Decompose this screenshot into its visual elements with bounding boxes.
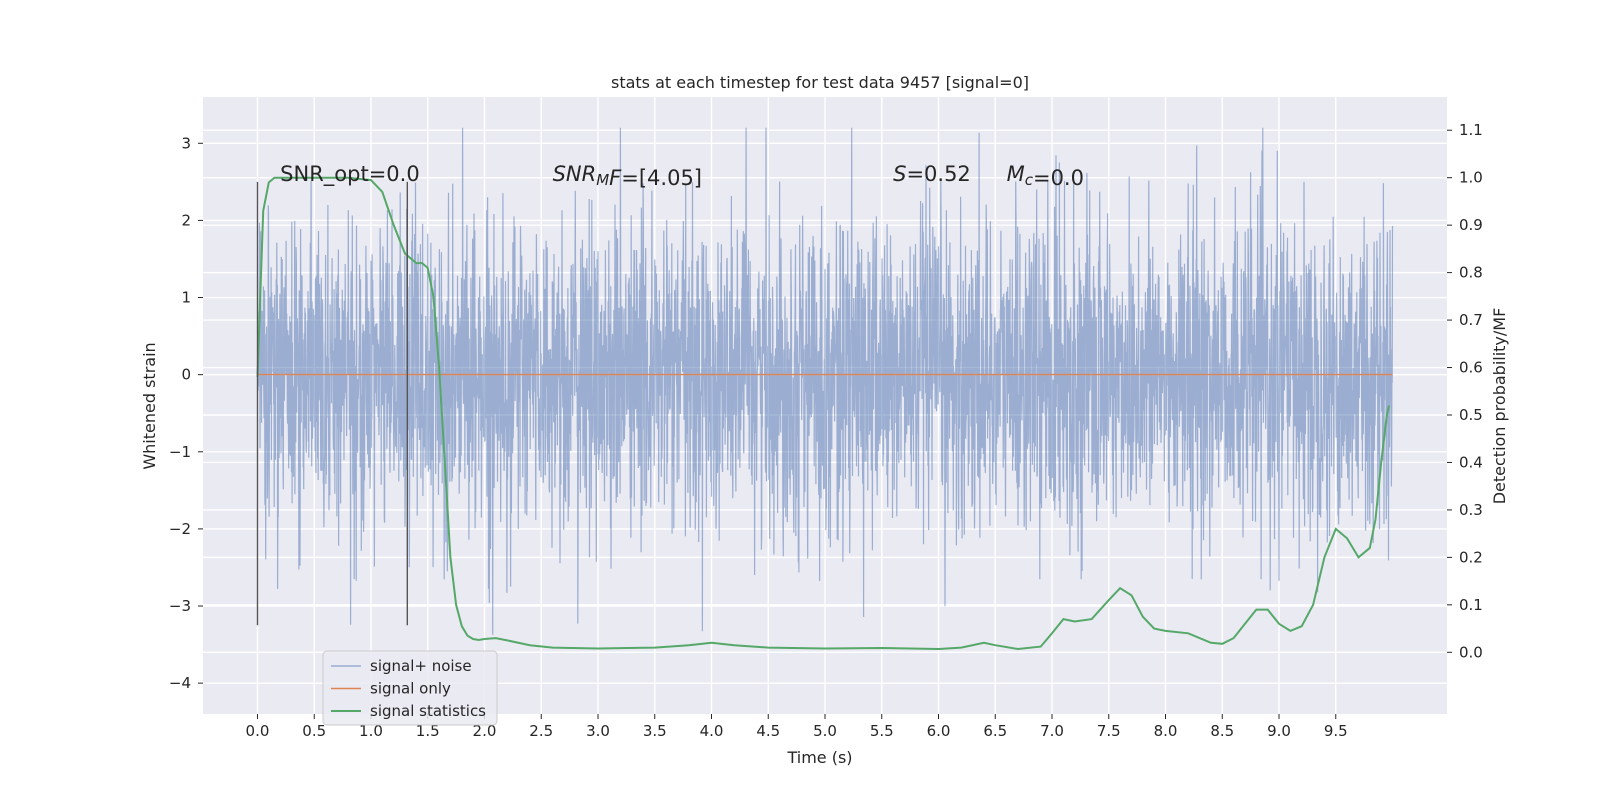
annotation-part: S <box>893 162 906 186</box>
annotation-part: =0.52 <box>906 162 970 186</box>
y-tick-label: −2 <box>169 520 191 538</box>
y-tick-label: −4 <box>169 674 191 692</box>
x-tick-label: 5.0 <box>813 722 837 740</box>
x-tick-label: 3.0 <box>586 722 610 740</box>
x-tick-label: 9.5 <box>1324 722 1348 740</box>
y-right-tick-label: 0.2 <box>1459 548 1483 566</box>
y-tick-label: −1 <box>169 443 191 461</box>
annotations: SNR_opt=0.0 SNRMF=[4.05] S=0.52 Mc=0.0 <box>280 162 1084 190</box>
x-tick-label: 0.5 <box>302 722 326 740</box>
annotation-part: M <box>596 171 609 189</box>
x-tick-label: 2.0 <box>473 722 497 740</box>
annotation-part: =[4.05] <box>621 166 702 190</box>
x-tick-label: 7.5 <box>1097 722 1121 740</box>
y-right-tick-label: 0.1 <box>1459 596 1483 614</box>
y-right-tick-label: 0.4 <box>1459 453 1483 471</box>
annotation-label: Mc=0.0 <box>1007 162 1084 190</box>
y-tick-label: −3 <box>169 597 191 615</box>
y-right-tick-label: 0.9 <box>1459 216 1483 234</box>
x-tick-label: 4.5 <box>756 722 780 740</box>
legend-box <box>322 650 498 726</box>
y-axis-right-label: Detection probability/MF <box>1490 308 1509 505</box>
x-tick-label: 3.5 <box>643 722 667 740</box>
legend: signal+ noise signal only signal statistic… <box>322 650 498 726</box>
annotation-part: SNR_opt=0.0 <box>280 162 420 187</box>
y-right-tick-label: 0.7 <box>1459 311 1483 329</box>
annotation-part: SNR <box>553 162 597 186</box>
y-tick-label: 2 <box>181 211 191 229</box>
annotation-part: c <box>1025 171 1034 189</box>
series-signal-statistics <box>256 176 1391 651</box>
y-axis-ticks: −4 −3 −2 −1 0 1 2 3 <box>169 134 203 692</box>
x-axis-label: Time (s) <box>786 748 852 767</box>
y-right-tick-label: 0.3 <box>1459 501 1483 519</box>
x-tick-label: 6.0 <box>927 722 951 740</box>
annotation-label: SNRMF=[4.05] <box>553 162 702 190</box>
y-axis-label: Whitened strain <box>140 342 159 469</box>
x-tick-label: 5.5 <box>870 722 894 740</box>
x-tick-label: 1.0 <box>359 722 383 740</box>
y-axis-right-ticks: 0.0 0.1 0.2 0.3 0.4 0.5 0.6 0.7 0.8 0.9 1.0 1.1 <box>1447 121 1483 661</box>
annotation-part: M <box>1007 162 1025 186</box>
y-right-tick-label: 0.6 <box>1459 359 1483 377</box>
y-tick-label: 3 <box>181 134 191 152</box>
y-right-tick-label: 1.0 <box>1459 169 1483 187</box>
y-right-tick-label: 0.0 <box>1459 643 1483 661</box>
x-tick-label: 4.0 <box>700 722 724 740</box>
y-right-tick-label: 1.1 <box>1459 121 1483 139</box>
series-lines <box>256 176 1393 651</box>
legend-entry: signal+ noise <box>370 657 472 675</box>
x-tick-label: 1.5 <box>416 722 440 740</box>
y-right-tick-label: 0.5 <box>1459 406 1483 424</box>
x-tick-label: 8.0 <box>1154 722 1178 740</box>
y-tick-label: 1 <box>181 289 191 307</box>
x-axis-ticks: 0.0 0.5 1.0 1.5 2.0 2.5 3.0 3.5 4.0 4.5 5.0 5.5 6.0 6… <box>246 714 1348 740</box>
chart-title: stats at each timestep for test data 945… <box>611 73 1029 92</box>
x-tick-label: 2.5 <box>529 722 553 740</box>
annotation-label: SNR_opt=0.0 <box>280 162 420 187</box>
annotation-part: F <box>609 166 622 190</box>
annotation-label: S=0.52 <box>893 162 971 186</box>
x-tick-label: 0.0 <box>246 722 270 740</box>
x-tick-label: 8.5 <box>1210 722 1234 740</box>
annotation-part: =0.0 <box>1033 166 1084 190</box>
y-right-tick-label: 0.8 <box>1459 264 1483 282</box>
x-tick-label: 6.5 <box>983 722 1007 740</box>
legend-entry: signal statistics <box>370 702 486 720</box>
legend-entry: signal only <box>370 680 451 698</box>
y-tick-label: 0 <box>181 366 191 384</box>
x-tick-label: 9.0 <box>1267 722 1291 740</box>
x-tick-label: 7.0 <box>1040 722 1064 740</box>
